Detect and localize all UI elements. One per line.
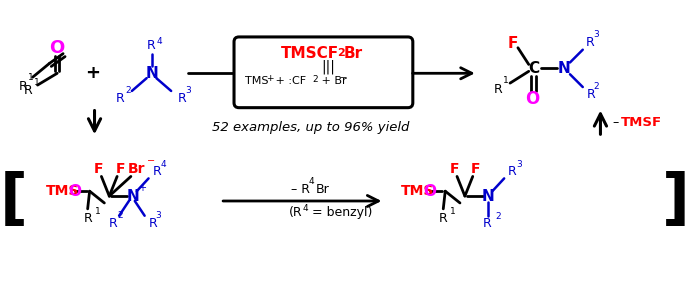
Text: −: − — [146, 156, 155, 166]
Text: R: R — [19, 79, 28, 93]
Text: 3: 3 — [593, 30, 600, 39]
Text: R: R — [148, 217, 157, 230]
Text: 1: 1 — [34, 78, 39, 87]
Text: 2: 2 — [337, 48, 345, 58]
Text: TMSF: TMSF — [621, 116, 662, 129]
Text: 3: 3 — [185, 86, 190, 95]
Text: 1: 1 — [503, 76, 509, 85]
Text: N: N — [126, 188, 139, 204]
Text: N: N — [558, 61, 571, 76]
Text: TMS: TMS — [401, 184, 435, 198]
Text: 1: 1 — [28, 73, 34, 82]
Text: TMSCF: TMSCF — [281, 46, 339, 61]
Text: N: N — [145, 66, 158, 81]
Text: +: + — [138, 183, 146, 193]
FancyBboxPatch shape — [234, 37, 413, 108]
Text: R: R — [83, 212, 92, 225]
Text: 1: 1 — [450, 207, 456, 216]
Text: 2: 2 — [313, 75, 318, 84]
Text: TMS: TMS — [46, 184, 79, 198]
Text: + :CF: + :CF — [273, 76, 306, 86]
Text: F: F — [449, 162, 459, 175]
Text: (R: (R — [289, 206, 303, 219]
Text: F: F — [94, 162, 104, 175]
Text: R: R — [439, 212, 448, 225]
Text: O: O — [50, 39, 65, 57]
Text: O: O — [424, 184, 437, 199]
Text: + Br: + Br — [317, 76, 346, 86]
Text: = benzyl): = benzyl) — [308, 206, 372, 219]
Text: TMS: TMS — [245, 76, 268, 86]
Text: 4: 4 — [303, 204, 308, 213]
Text: +: + — [85, 64, 100, 82]
Text: R: R — [508, 165, 517, 178]
Text: F: F — [508, 36, 518, 51]
Text: N: N — [482, 188, 495, 204]
Text: 2: 2 — [125, 86, 130, 95]
Text: –: – — [613, 116, 624, 129]
Text: 3: 3 — [155, 211, 161, 220]
Text: 4: 4 — [157, 37, 162, 46]
Text: – R: – R — [291, 183, 310, 196]
Text: ]: ] — [662, 171, 690, 231]
Text: 2: 2 — [495, 212, 501, 221]
Text: Br: Br — [344, 46, 363, 61]
Text: C: C — [528, 61, 539, 76]
Text: 1: 1 — [95, 207, 100, 216]
Text: +: + — [266, 74, 274, 83]
Text: R: R — [108, 217, 117, 230]
Text: [: [ — [0, 171, 28, 231]
Text: R: R — [178, 92, 187, 105]
Text: Br: Br — [315, 183, 329, 196]
Text: R: R — [483, 217, 492, 230]
Text: F: F — [115, 162, 125, 175]
Text: O: O — [68, 184, 81, 199]
Text: R: R — [586, 88, 595, 102]
Text: F: F — [471, 162, 480, 175]
Text: R: R — [116, 92, 125, 105]
Text: O: O — [526, 90, 540, 108]
Text: R: R — [152, 165, 161, 178]
Text: R: R — [147, 39, 156, 52]
Text: |||: ||| — [322, 59, 335, 74]
Text: 3: 3 — [516, 160, 522, 168]
Text: R: R — [24, 84, 32, 97]
Text: R: R — [586, 36, 595, 49]
Text: 52 examples, up to 96% yield: 52 examples, up to 96% yield — [212, 121, 409, 134]
Text: R: R — [493, 83, 502, 95]
Text: 4: 4 — [160, 160, 166, 168]
Text: 2: 2 — [117, 211, 123, 220]
Text: −: − — [339, 73, 346, 82]
Text: 2: 2 — [593, 82, 599, 91]
Text: 4: 4 — [308, 177, 315, 186]
Text: Br: Br — [128, 162, 146, 175]
